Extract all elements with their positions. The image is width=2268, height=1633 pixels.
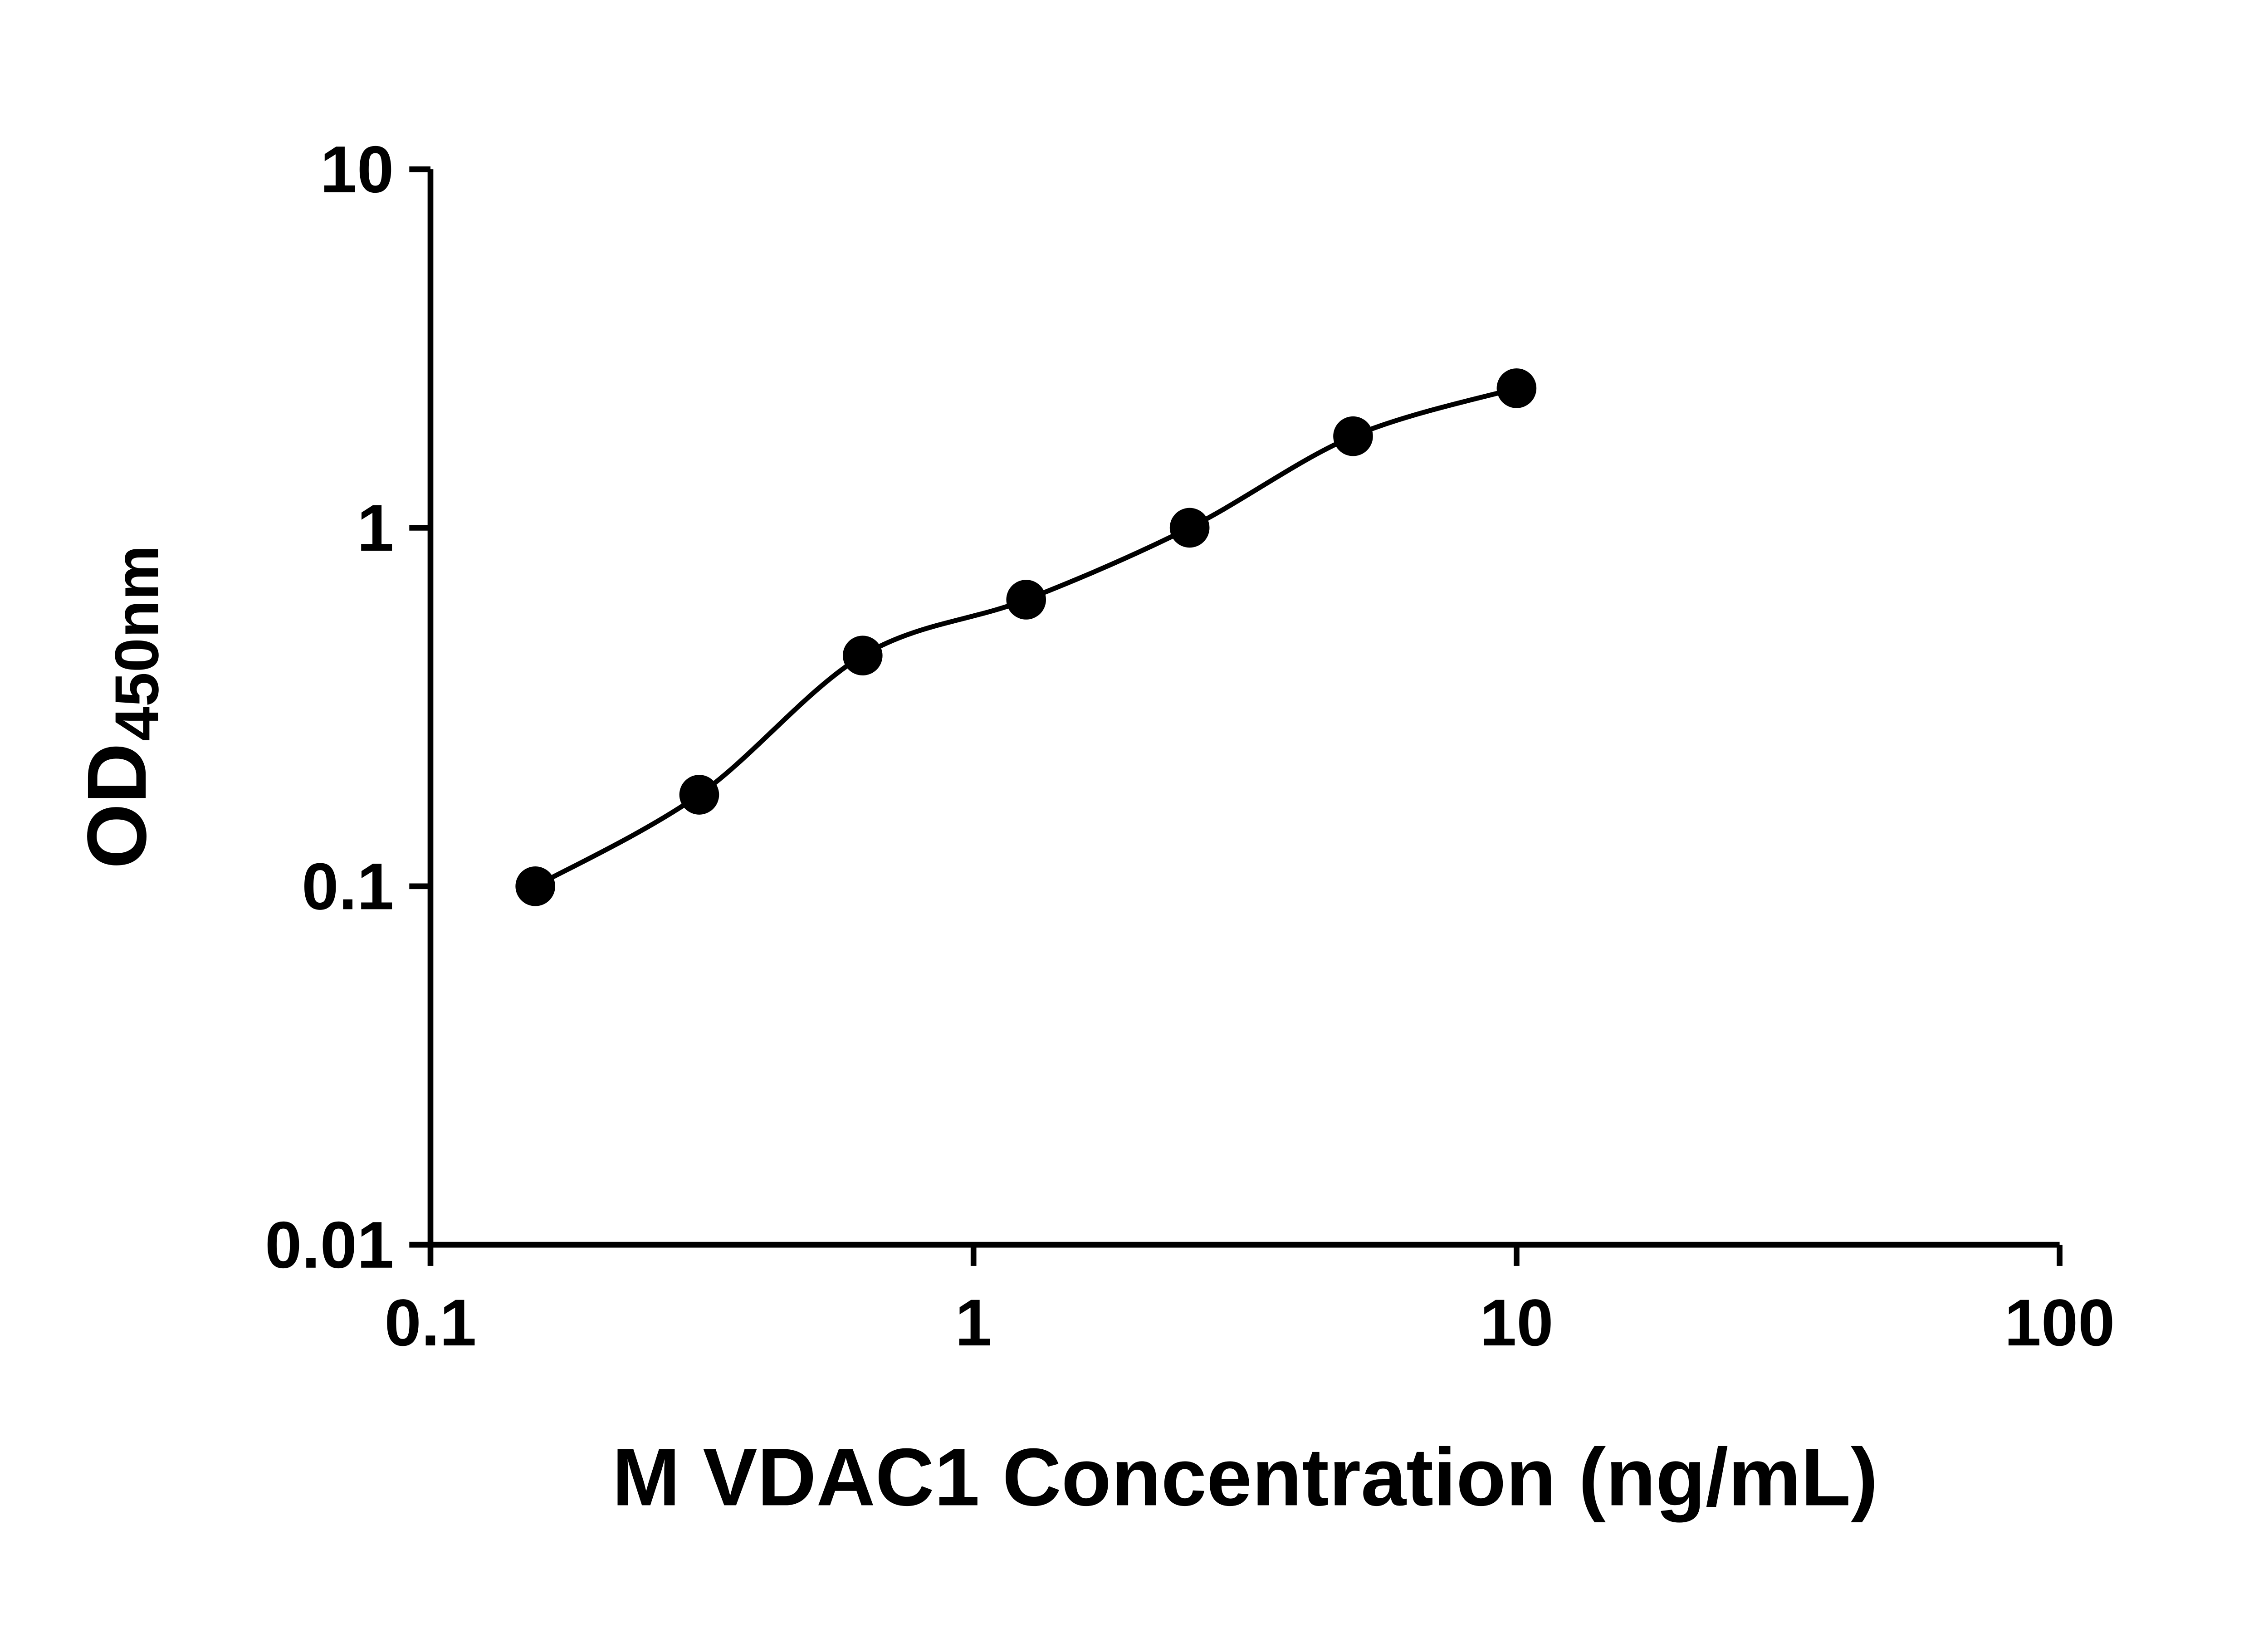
data-point xyxy=(679,775,719,815)
tick-marks xyxy=(409,166,2063,1266)
data-point xyxy=(1333,416,1373,456)
x-tick-label: 100 xyxy=(2004,1286,2115,1359)
x-tick-label: 0.1 xyxy=(385,1286,477,1359)
y-axis-title-subscript: 450nm xyxy=(102,545,171,741)
data-point xyxy=(842,636,883,676)
axes xyxy=(427,169,2060,1248)
series xyxy=(515,368,1537,906)
x-tick-label: 1 xyxy=(955,1286,992,1359)
fit-curve xyxy=(533,386,1519,889)
y-tick-label: 1 xyxy=(357,491,394,565)
y-tick-label: 10 xyxy=(320,132,394,206)
axis-lines xyxy=(427,169,2060,1248)
data-point xyxy=(1169,508,1210,548)
data-point xyxy=(515,866,555,906)
y-axis-title-main: OD xyxy=(70,743,164,869)
x-axis-title: M VDAC1 Concentration (ng/mL) xyxy=(612,1432,1878,1523)
data-point xyxy=(1496,368,1537,408)
y-tick-label: 0.1 xyxy=(302,849,394,923)
x-tick-label: 10 xyxy=(1480,1286,1553,1359)
y-tick-label: 0.01 xyxy=(265,1208,394,1282)
data-point xyxy=(1006,580,1046,620)
y-axis-title: OD 450nm xyxy=(70,545,171,869)
